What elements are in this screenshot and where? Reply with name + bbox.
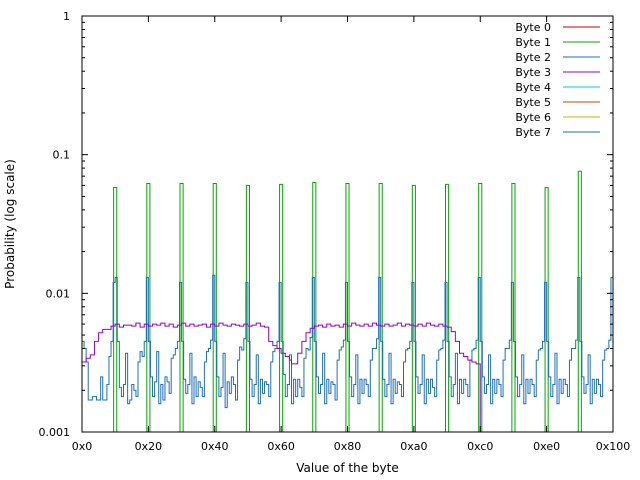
series-line-byte-1 <box>113 170 582 432</box>
legend: Byte 0 Byte 1 Byte 2 Byte 3 Byte 4 Byte 5 Byte… <box>515 21 600 139</box>
series-line-byte-3 <box>82 322 481 432</box>
series-line-byte-2 <box>82 274 613 409</box>
x-tick-label: 0xa0 <box>400 440 427 453</box>
x-tick-label: 0x20 <box>135 440 163 453</box>
legend-label-byte-7: Byte 7 <box>515 126 551 139</box>
x-axis: 0x0 0x20 0x40 0x60 0x80 0xa0 0xc0 0xe0 0x100 <box>72 16 631 453</box>
legend-label-byte-4: Byte 4 <box>515 81 551 94</box>
x-tick-label: 0xe0 <box>533 440 560 453</box>
y-tick-label: 0.01 <box>46 287 71 300</box>
y-tick-label: 0.1 <box>53 149 71 162</box>
legend-label-byte-0: Byte 0 <box>515 21 551 34</box>
plot-content <box>82 170 613 432</box>
x-tick-label: 0x100 <box>596 440 631 453</box>
legend-label-byte-5: Byte 5 <box>515 96 551 109</box>
y-tick-label: 0.001 <box>39 426 71 439</box>
x-tick-label: 0x60 <box>267 440 295 453</box>
y-axis: 0.001 0.01 0.1 1 <box>39 10 613 439</box>
x-tick-label: 0x80 <box>334 440 362 453</box>
legend-label-byte-2: Byte 2 <box>515 51 551 64</box>
x-tick-label: 0xc0 <box>467 440 493 453</box>
y-axis-label: Probability (log scale) <box>3 159 17 289</box>
legend-label-byte-3: Byte 3 <box>515 66 551 79</box>
x-tick-label: 0x0 <box>72 440 93 453</box>
legend-label-byte-1: Byte 1 <box>515 36 551 49</box>
x-axis-label: Value of the byte <box>296 461 398 475</box>
legend-label-byte-6: Byte 6 <box>515 111 551 124</box>
y-tick-label: 1 <box>63 10 70 23</box>
x-tick-label: 0x40 <box>201 440 229 453</box>
